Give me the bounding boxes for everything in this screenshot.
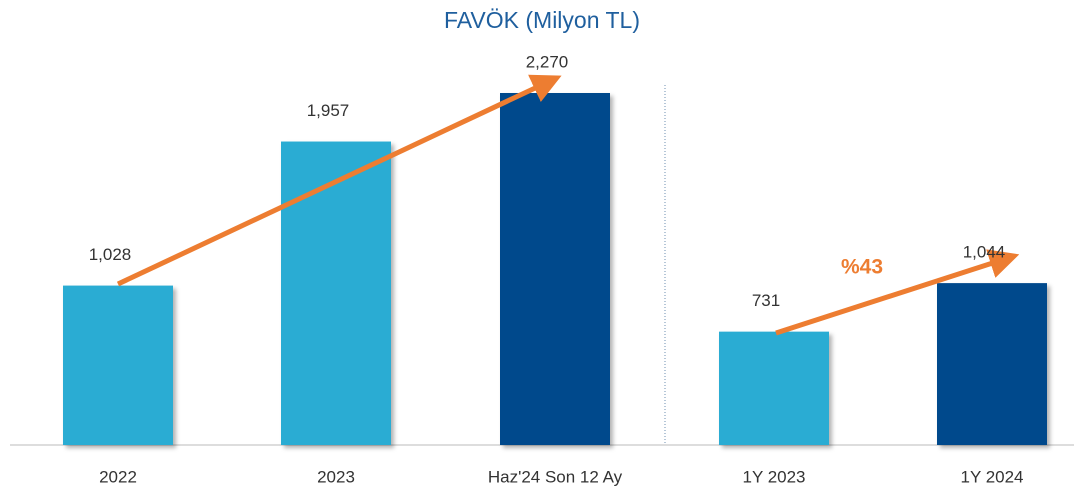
- x-tick-label: 1Y 2023: [742, 467, 805, 486]
- value-label: 1,957: [307, 101, 350, 120]
- trend-arrow: [116, 74, 562, 287]
- x-tick-label: 1Y 2024: [960, 467, 1023, 486]
- bars: [63, 93, 1047, 445]
- value-label: 731: [752, 291, 780, 310]
- bar: [281, 141, 391, 445]
- bar: [719, 331, 829, 445]
- chart-title: FAVÖK (Milyon TL): [444, 7, 640, 33]
- bar: [63, 285, 173, 445]
- value-label: 2,270: [526, 52, 569, 71]
- trend-arrow: [775, 249, 1020, 336]
- x-tick-label: 2022: [99, 467, 137, 486]
- growth-annotation: %43: [841, 256, 883, 279]
- value-label: 1,028: [89, 245, 132, 264]
- x-tick-label: Haz'24 Son 12 Ay: [488, 467, 623, 486]
- value-label: 1,044: [963, 243, 1006, 262]
- bar: [937, 283, 1047, 445]
- bar: [500, 93, 610, 445]
- x-tick-label: 2023: [317, 467, 355, 486]
